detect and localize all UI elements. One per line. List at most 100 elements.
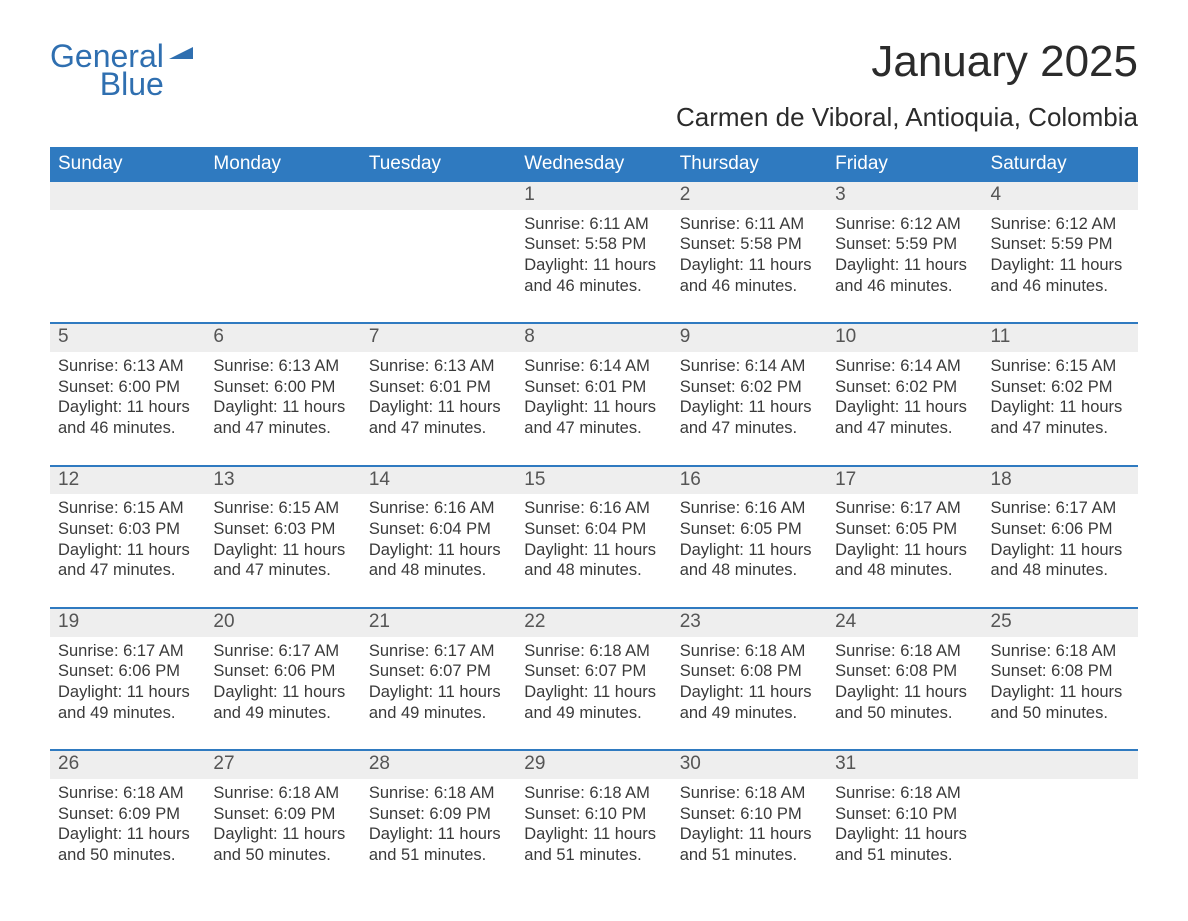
sunrise-value: 6:18 AM xyxy=(589,642,650,660)
sunset: Sunset: 5:59 PM xyxy=(835,234,974,255)
day-cell: 5Sunrise: 6:13 AMSunset: 6:00 PMDaylight… xyxy=(50,324,205,444)
daylight-label: Daylight: xyxy=(213,398,282,416)
sunrise-value: 6:17 AM xyxy=(900,499,961,517)
page-subtitle: Carmen de Viboral, Antioquia, Colombia xyxy=(676,102,1138,133)
sunset-value: 6:04 PM xyxy=(585,520,646,538)
daylight-label: Daylight: xyxy=(524,256,593,274)
day-body: Sunrise: 6:18 AMSunset: 6:10 PMDaylight:… xyxy=(827,779,982,872)
sunset-label: Sunset: xyxy=(680,805,741,823)
day-cell: 16Sunrise: 6:16 AMSunset: 6:05 PMDayligh… xyxy=(672,467,827,587)
sunset-value: 5:59 PM xyxy=(896,235,957,253)
week-row: 19Sunrise: 6:17 AMSunset: 6:06 PMDayligh… xyxy=(50,607,1138,729)
daylight: Daylight: 11 hours and 47 minutes. xyxy=(991,397,1130,438)
daylight: Daylight: 11 hours and 50 minutes. xyxy=(213,824,352,865)
daylight-label: Daylight: xyxy=(835,825,904,843)
sunrise: Sunrise: 6:17 AM xyxy=(835,498,974,519)
daylight: Daylight: 11 hours and 50 minutes. xyxy=(835,682,974,723)
weeks-container: 1Sunrise: 6:11 AMSunset: 5:58 PMDaylight… xyxy=(50,182,1138,871)
daylight: Daylight: 11 hours and 47 minutes. xyxy=(835,397,974,438)
sunset-value: 6:05 PM xyxy=(896,520,957,538)
sunset-label: Sunset: xyxy=(991,235,1052,253)
sunset-value: 6:01 PM xyxy=(585,378,646,396)
daylight-label: Daylight: xyxy=(58,398,127,416)
sunrise-value: 6:15 AM xyxy=(279,499,340,517)
daylight-label: Daylight: xyxy=(369,825,438,843)
sunrise: Sunrise: 6:18 AM xyxy=(680,783,819,804)
day-body: Sunrise: 6:18 AMSunset: 6:09 PMDaylight:… xyxy=(205,779,360,872)
sunset-label: Sunset: xyxy=(524,662,585,680)
weekday-header-row: SundayMondayTuesdayWednesdayThursdayFrid… xyxy=(50,147,1138,182)
sunrise: Sunrise: 6:16 AM xyxy=(680,498,819,519)
daylight-label: Daylight: xyxy=(58,541,127,559)
sunrise-label: Sunrise: xyxy=(58,642,123,660)
weekday-header: Sunday xyxy=(50,147,205,182)
daylight-label: Daylight: xyxy=(524,398,593,416)
day-body: Sunrise: 6:18 AMSunset: 6:08 PMDaylight:… xyxy=(983,637,1138,730)
sunset: Sunset: 6:08 PM xyxy=(680,661,819,682)
day-body: Sunrise: 6:16 AMSunset: 6:04 PMDaylight:… xyxy=(516,494,671,587)
daylight-label: Daylight: xyxy=(213,683,282,701)
sunset-value: 6:06 PM xyxy=(1051,520,1112,538)
day-cell: 10Sunrise: 6:14 AMSunset: 6:02 PMDayligh… xyxy=(827,324,982,444)
sunrise: Sunrise: 6:18 AM xyxy=(524,641,663,662)
sunrise: Sunrise: 6:13 AM xyxy=(58,356,197,377)
sunrise: Sunrise: 6:12 AM xyxy=(835,214,974,235)
day-cell: 11Sunrise: 6:15 AMSunset: 6:02 PMDayligh… xyxy=(983,324,1138,444)
sunrise-value: 6:12 AM xyxy=(1056,215,1117,233)
sunrise-value: 6:11 AM xyxy=(745,215,804,233)
day-body: Sunrise: 6:18 AMSunset: 6:07 PMDaylight:… xyxy=(516,637,671,730)
sunrise-value: 6:18 AM xyxy=(745,784,806,802)
sunrise-label: Sunrise: xyxy=(369,784,434,802)
sunrise-label: Sunrise: xyxy=(524,784,589,802)
day-body: Sunrise: 6:11 AMSunset: 5:58 PMDaylight:… xyxy=(516,210,671,303)
sunset: Sunset: 6:03 PM xyxy=(58,519,197,540)
daylight: Daylight: 11 hours and 46 minutes. xyxy=(524,255,663,296)
sunset-label: Sunset: xyxy=(524,520,585,538)
day-number xyxy=(983,751,1138,779)
sunrise: Sunrise: 6:18 AM xyxy=(835,641,974,662)
day-cell: 31Sunrise: 6:18 AMSunset: 6:10 PMDayligh… xyxy=(827,751,982,871)
sunrise-value: 6:16 AM xyxy=(434,499,495,517)
daylight: Daylight: 11 hours and 47 minutes. xyxy=(680,397,819,438)
sunset-label: Sunset: xyxy=(58,378,119,396)
sunrise-label: Sunrise: xyxy=(991,499,1056,517)
sunrise: Sunrise: 6:17 AM xyxy=(213,641,352,662)
sunset: Sunset: 5:58 PM xyxy=(680,234,819,255)
sunrise-value: 6:15 AM xyxy=(1056,357,1117,375)
sunrise-value: 6:14 AM xyxy=(745,357,806,375)
sunset-label: Sunset: xyxy=(991,378,1052,396)
sunset-label: Sunset: xyxy=(369,520,430,538)
sunrise: Sunrise: 6:18 AM xyxy=(835,783,974,804)
sunrise-label: Sunrise: xyxy=(524,357,589,375)
sunset-label: Sunset: xyxy=(991,520,1052,538)
daylight-label: Daylight: xyxy=(680,683,749,701)
daylight: Daylight: 11 hours and 48 minutes. xyxy=(835,540,974,581)
day-cell: 12Sunrise: 6:15 AMSunset: 6:03 PMDayligh… xyxy=(50,467,205,587)
day-number: 30 xyxy=(672,751,827,779)
sunset-label: Sunset: xyxy=(369,662,430,680)
day-body: Sunrise: 6:12 AMSunset: 5:59 PMDaylight:… xyxy=(827,210,982,303)
sunset: Sunset: 5:59 PM xyxy=(991,234,1130,255)
sunset: Sunset: 6:02 PM xyxy=(991,377,1130,398)
day-number: 28 xyxy=(361,751,516,779)
day-number: 4 xyxy=(983,182,1138,210)
day-number: 12 xyxy=(50,467,205,495)
daylight: Daylight: 11 hours and 51 minutes. xyxy=(369,824,508,865)
weekday-header: Monday xyxy=(205,147,360,182)
sunrise: Sunrise: 6:18 AM xyxy=(991,641,1130,662)
sunrise: Sunrise: 6:13 AM xyxy=(213,356,352,377)
day-number: 13 xyxy=(205,467,360,495)
sunrise-label: Sunrise: xyxy=(680,215,745,233)
daylight: Daylight: 11 hours and 47 minutes. xyxy=(213,397,352,438)
daylight: Daylight: 11 hours and 48 minutes. xyxy=(680,540,819,581)
sunrise-label: Sunrise: xyxy=(991,642,1056,660)
day-cell: 23Sunrise: 6:18 AMSunset: 6:08 PMDayligh… xyxy=(672,609,827,729)
day-body: Sunrise: 6:16 AMSunset: 6:04 PMDaylight:… xyxy=(361,494,516,587)
day-body: Sunrise: 6:13 AMSunset: 6:00 PMDaylight:… xyxy=(205,352,360,445)
sunrise-value: 6:18 AM xyxy=(434,784,495,802)
sunrise: Sunrise: 6:14 AM xyxy=(524,356,663,377)
day-body: Sunrise: 6:12 AMSunset: 5:59 PMDaylight:… xyxy=(983,210,1138,303)
sunset-value: 6:08 PM xyxy=(1051,662,1112,680)
sunrise: Sunrise: 6:16 AM xyxy=(369,498,508,519)
daylight: Daylight: 11 hours and 49 minutes. xyxy=(524,682,663,723)
